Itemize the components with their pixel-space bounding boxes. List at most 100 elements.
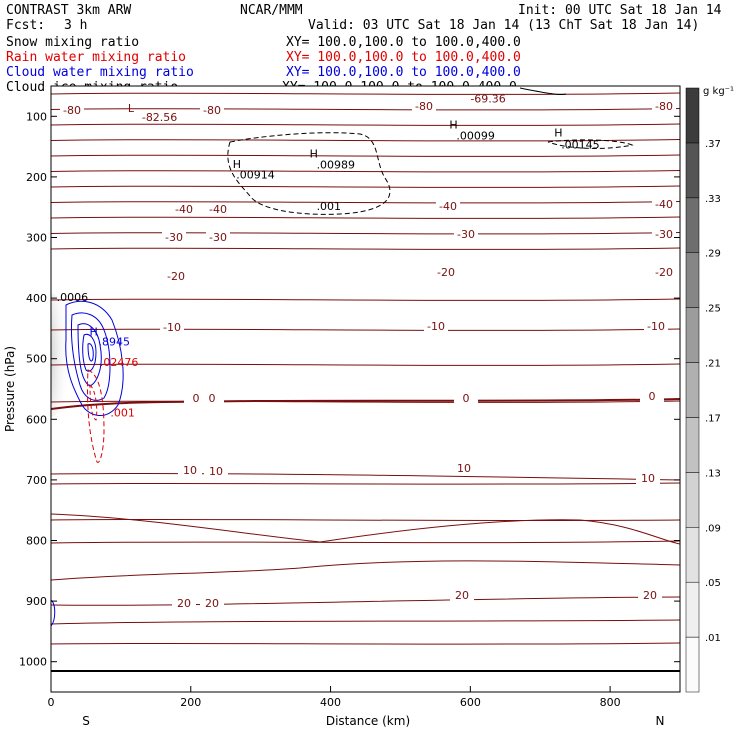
contour-annotation: .00145 xyxy=(561,138,600,151)
colorbar-unit: g kg⁻¹ xyxy=(703,86,734,97)
isotherm-line xyxy=(51,216,680,219)
contour-annotation: H xyxy=(233,158,241,171)
mixing-ratio-contours xyxy=(51,87,634,627)
field-xy-rain: XY= 100.0,100.0 to 100.0,400.0 xyxy=(286,50,521,65)
colorbar-swatch xyxy=(685,417,700,473)
isotherm-label: 10 xyxy=(209,465,223,478)
y-axis-label: Pressure (hPa) xyxy=(3,346,17,432)
north-label: N xyxy=(656,714,665,728)
colorbar-swatch xyxy=(685,362,700,418)
isotherm-label: 0 xyxy=(209,392,216,405)
isotherm-label-bg xyxy=(454,229,478,241)
ice-contour xyxy=(519,87,567,95)
colorbar-level-label: .33 xyxy=(705,194,721,205)
contour-annotation: -82.56 xyxy=(142,111,177,124)
colorbar-swatch xyxy=(685,87,700,144)
colorbar-swatch xyxy=(685,197,700,253)
isotherm-line xyxy=(51,232,680,235)
colorbar-swatch xyxy=(685,636,700,693)
contour-annotation: H xyxy=(310,148,318,161)
y-tick-label: 200 xyxy=(26,171,47,184)
isotherm-label: 10 xyxy=(641,472,655,485)
isotherm-label-bg xyxy=(436,201,460,213)
isotherm-label-bg xyxy=(450,590,474,602)
isotherm-label-bg xyxy=(178,465,202,477)
isotherm-label: 20 xyxy=(643,589,657,602)
isotherm-label-bg xyxy=(652,199,676,211)
isotherm-label-bg xyxy=(636,473,660,485)
contour-annotation: .0006 xyxy=(57,291,89,304)
y-tick-label: 900 xyxy=(26,595,47,608)
colorbar-level-label: .29 xyxy=(705,249,721,260)
isotherm-label-bg xyxy=(206,232,230,244)
colorbar-level-label: .17 xyxy=(705,413,721,424)
colorbar-swatch xyxy=(685,581,700,638)
isotherm-label: -10 xyxy=(647,320,665,333)
y-tick-label: 300 xyxy=(26,232,47,245)
isotherm-label-bg xyxy=(162,232,186,244)
y-tick-label: 700 xyxy=(26,474,47,487)
field-xy-snow: XY= 100.0,100.0 to 100.0,400.0 xyxy=(286,35,521,50)
isotherm-label-bg xyxy=(640,391,664,403)
colorbar-swatch xyxy=(685,252,700,308)
fcst-value: 3 h xyxy=(64,18,87,33)
x-tick-label: 0 xyxy=(48,696,55,709)
isotherm-label: -80 xyxy=(203,104,221,117)
isotherm-label-bg xyxy=(412,101,436,113)
y-tick-label: 1000 xyxy=(19,656,47,669)
isotherm-label: -40 xyxy=(655,198,673,211)
isotherm-line xyxy=(51,170,680,173)
isotherm-line xyxy=(51,108,680,111)
cloud-water-contour xyxy=(77,323,102,387)
colorbar-swatch xyxy=(685,142,700,199)
colorbar-swatch xyxy=(685,527,700,583)
isotherm-label-bg xyxy=(452,463,476,475)
isotherm-line xyxy=(51,596,680,606)
rain-contour xyxy=(89,383,98,421)
field-xy-cloud-water: XY= 100.0,100.0 to 100.0,400.0 xyxy=(286,65,521,80)
rain-contour xyxy=(86,369,105,463)
isotherm-label-bg xyxy=(200,393,224,405)
isotherm-label-bg xyxy=(652,229,676,241)
isotherm-labels: -80 -80 -80 -80 -40 -40 -40 -40 -30 -30 -30 -30 -20 -… xyxy=(60,100,676,610)
fcst-label: Fcst: xyxy=(6,18,45,33)
isotherm-label: -30 xyxy=(655,228,673,241)
isotherm-line xyxy=(51,154,680,157)
isotherm-label-bg xyxy=(200,598,224,610)
plot-frame xyxy=(50,85,681,693)
field-name-cloud-water: Cloud water mixing ratio xyxy=(6,65,194,80)
contour-annotation: -69.36 xyxy=(470,92,505,105)
isotherm-label-bg xyxy=(200,105,224,117)
contour-annotation: H xyxy=(554,126,562,139)
isotherm-line xyxy=(51,619,680,625)
colorbar-level-label: .37 xyxy=(705,139,721,150)
field-name-snow: Snow mixing ratio xyxy=(6,35,139,50)
isotherm-label-bg xyxy=(172,598,196,610)
colorbar-level-label: .01 xyxy=(705,633,721,644)
isotherm-label: -80 xyxy=(655,100,673,113)
isotherm-label: -10 xyxy=(427,320,445,333)
isotherm-line xyxy=(51,472,680,481)
contour-annotation: .00914 xyxy=(236,169,275,182)
contour-annotation: .00989 xyxy=(317,158,356,171)
contour-annotation: .8945 xyxy=(99,335,131,348)
isotherm-label: 0 xyxy=(649,390,656,403)
colorbar: .01 .05 .09 .13 .17 .21 .25 .29 .33 .37 xyxy=(685,87,721,693)
isotherm-label-bg xyxy=(638,590,662,602)
isotherm-label-bg xyxy=(652,101,676,113)
isotherm-label: 20 xyxy=(455,589,469,602)
contour-annotation: L xyxy=(128,102,135,115)
contour-annotation: .001 xyxy=(110,406,134,419)
contour-annotation: .00099 xyxy=(456,129,495,142)
isotherm-label: -80 xyxy=(63,104,81,117)
contour-annotation: .02476 xyxy=(100,356,139,369)
x-tick-label: 400 xyxy=(320,696,341,709)
isotherm-line xyxy=(51,328,680,331)
colorbar-level-label: .05 xyxy=(705,578,721,589)
isotherm-line xyxy=(51,185,680,188)
isotherm-label-bg xyxy=(652,267,676,279)
isotherm-label: -30 xyxy=(165,231,183,244)
y-tick-label: 800 xyxy=(26,535,47,548)
isotherm-label-bg xyxy=(434,267,458,279)
isotherm-line xyxy=(51,139,680,142)
